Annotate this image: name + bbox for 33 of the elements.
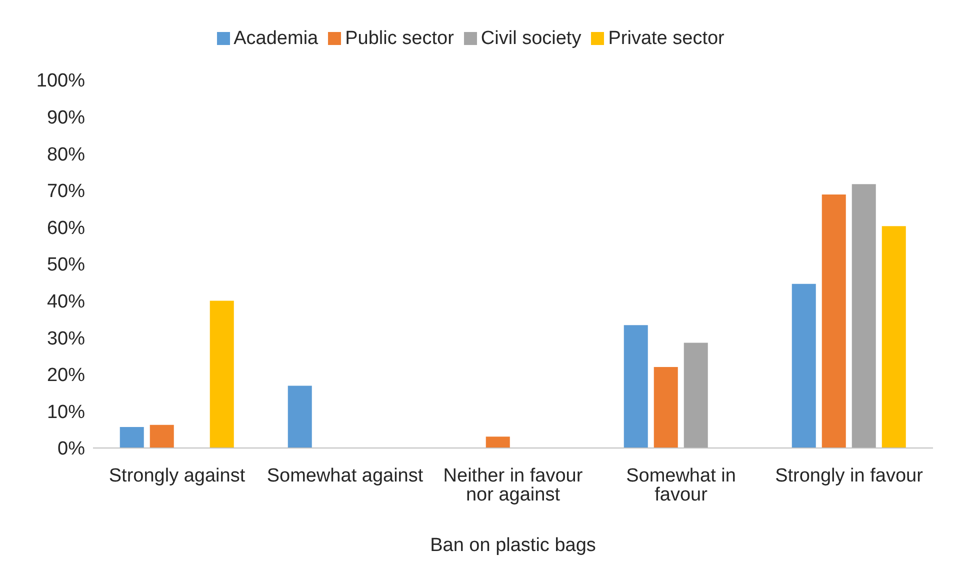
x-tick-label: Somewhat in favour (626, 465, 736, 506)
x-tick-label: Somewhat against (266, 465, 424, 486)
bar (684, 342, 708, 448)
bar (120, 427, 144, 448)
y-tick-label: 40% (46, 292, 86, 313)
bar (654, 367, 678, 448)
y-tick-label: 90% (46, 108, 86, 129)
x-axis-title: Ban on plastic bags (430, 535, 596, 556)
legend-label: Public sector (345, 28, 454, 49)
y-tick-label: 50% (46, 254, 86, 276)
y-tick-label: 100% (36, 70, 86, 92)
bar (150, 424, 174, 448)
bar (624, 325, 648, 448)
bar (486, 436, 510, 448)
y-tick-label: 70% (46, 181, 86, 202)
x-tick-label: Strongly in favour (775, 465, 924, 486)
x-tick-label: Neither in favour nor against (443, 465, 584, 506)
legend-label: Private sector (608, 28, 724, 49)
y-tick-label: 80% (46, 144, 86, 166)
y-tick-label: 20% (46, 365, 86, 386)
bar (210, 300, 234, 448)
legend-label: Civil society (480, 28, 582, 49)
bar (288, 386, 312, 448)
y-tick-label: 60% (46, 218, 86, 239)
bar (882, 226, 906, 448)
x-tick-label: Strongly against (108, 465, 246, 486)
bar (822, 194, 846, 448)
y-tick-label: 10% (46, 402, 86, 423)
bar (852, 184, 876, 448)
legend-label: Academia (234, 28, 318, 49)
bar (792, 284, 816, 448)
y-tick-label: 30% (46, 328, 86, 350)
y-tick-label: 0% (58, 438, 86, 460)
